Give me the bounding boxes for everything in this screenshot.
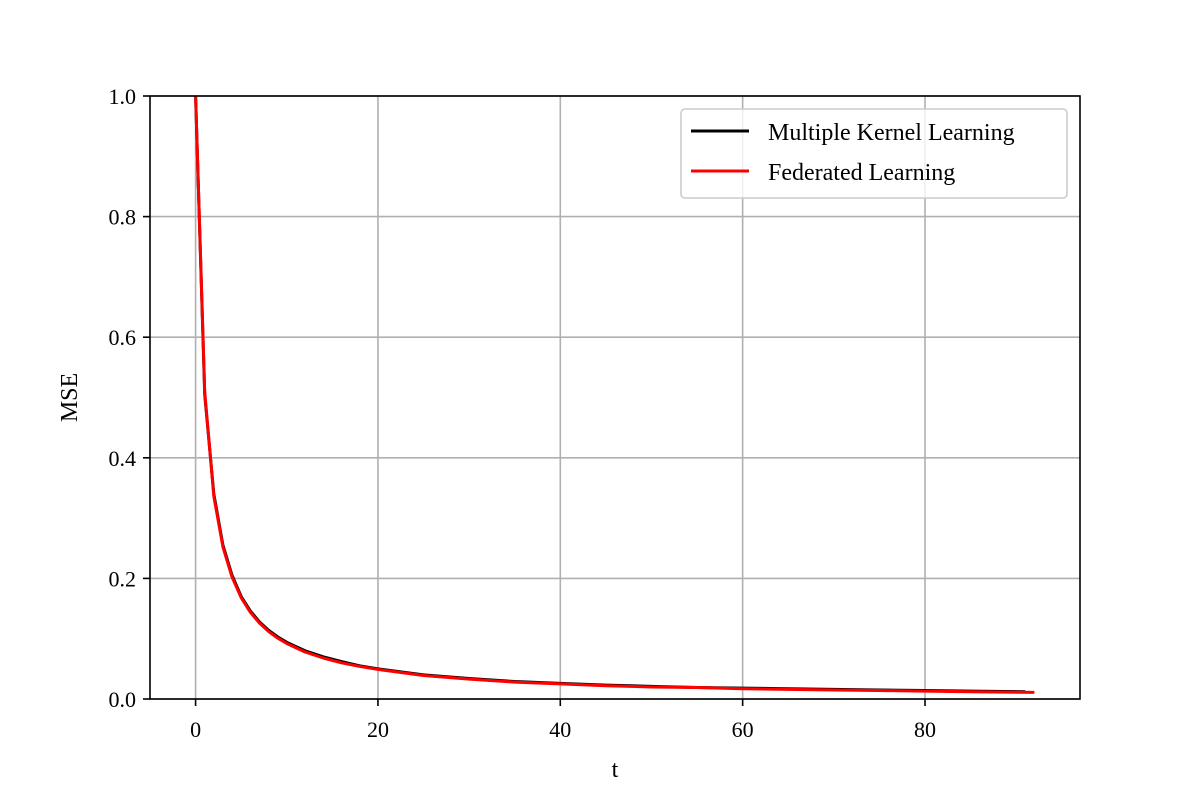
series-line-federated-learning	[194, 95, 1035, 694]
plot-frame	[149, 95, 1081, 700]
x-axis-label: t	[612, 757, 619, 783]
legend-box	[680, 108, 1068, 199]
x-tick-label-40: 40	[549, 717, 571, 742]
x-tick-label-20: 20	[367, 717, 389, 742]
legend-label-multiple-kernel-learning: Multiple Kernel Learning	[768, 120, 1015, 146]
x-tick-label-0: 0	[190, 717, 201, 742]
y-axis-label: MSE	[57, 373, 83, 422]
y-tick-label-0-8: 0.8	[109, 205, 137, 230]
y-tick-label-0-2: 0.2	[109, 566, 137, 591]
x-tick-label-60: 60	[732, 717, 754, 742]
x-tick-label-80: 80	[914, 717, 936, 742]
series-lines	[194, 95, 1035, 694]
legend: Multiple Kernel Learning Federated Learn…	[680, 108, 1068, 199]
y-tick-label-0-4: 0.4	[109, 446, 137, 471]
y-tick-label-0-0: 0.0	[109, 687, 137, 712]
axis-ticks: 0 20 40 60 80 0.0 0.2 0.4 0.6 0.8 1.0	[109, 84, 937, 742]
legend-label-federated-learning: Federated Learning	[768, 160, 955, 186]
y-tick-label-1-0: 1.0	[109, 84, 137, 109]
y-tick-label-0-6: 0.6	[109, 325, 137, 350]
